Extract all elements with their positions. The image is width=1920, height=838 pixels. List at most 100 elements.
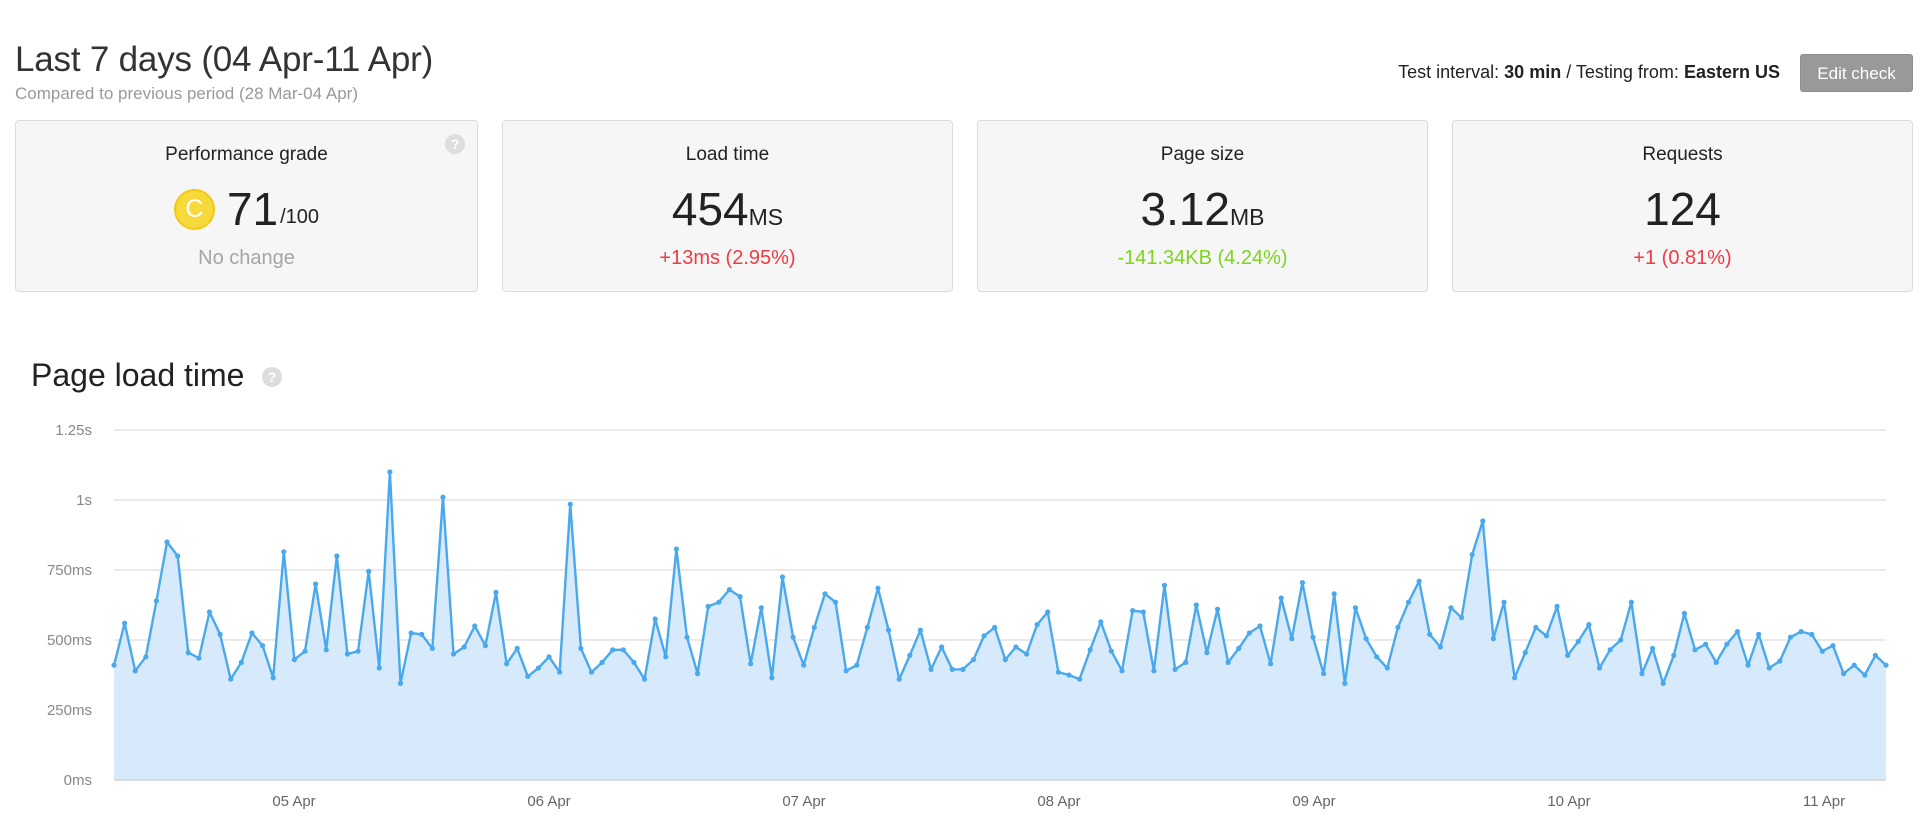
data-point bbox=[1851, 662, 1857, 668]
data-point bbox=[1862, 672, 1868, 678]
data-point bbox=[1501, 599, 1507, 605]
data-point bbox=[1119, 668, 1125, 674]
data-point bbox=[1384, 665, 1390, 671]
data-point bbox=[1087, 647, 1093, 653]
data-point bbox=[1140, 609, 1146, 615]
data-point bbox=[1076, 676, 1083, 682]
data-point bbox=[1766, 665, 1772, 671]
data-point bbox=[1034, 622, 1040, 628]
x-tick-label: 09 Apr bbox=[1292, 793, 1335, 810]
data-point bbox=[461, 644, 467, 650]
data-point bbox=[387, 469, 393, 475]
data-point bbox=[811, 624, 817, 631]
data-point bbox=[610, 647, 616, 653]
data-point bbox=[716, 599, 722, 605]
data-point bbox=[185, 650, 191, 656]
data-point bbox=[1023, 651, 1030, 657]
data-point bbox=[132, 668, 138, 674]
data-point bbox=[1777, 658, 1783, 664]
data-point bbox=[1607, 647, 1613, 653]
data-point bbox=[376, 665, 382, 671]
data-point bbox=[1628, 599, 1634, 605]
data-point bbox=[1809, 631, 1815, 638]
value-number: 454 bbox=[671, 183, 749, 235]
x-tick-label: 07 Apr bbox=[782, 793, 825, 810]
performance-grade-card: ? Performance grade C 71 /100 No change bbox=[15, 120, 478, 292]
data-point bbox=[1649, 645, 1656, 652]
data-point bbox=[164, 539, 170, 545]
data-point bbox=[1055, 669, 1061, 675]
data-point bbox=[419, 631, 425, 638]
data-point bbox=[1745, 662, 1751, 668]
card-title: Page size bbox=[1160, 144, 1245, 165]
data-point bbox=[249, 630, 255, 636]
data-point bbox=[652, 616, 658, 622]
data-point bbox=[801, 662, 807, 668]
data-point bbox=[875, 585, 881, 591]
data-point bbox=[1522, 650, 1528, 656]
data-point bbox=[1840, 671, 1847, 677]
data-point bbox=[1299, 580, 1306, 586]
data-point bbox=[1787, 634, 1794, 640]
data-point bbox=[323, 647, 329, 653]
interval-label: Test interval: bbox=[1398, 62, 1500, 82]
data-point bbox=[981, 633, 987, 639]
data-point bbox=[1151, 668, 1157, 674]
data-point bbox=[1130, 608, 1136, 614]
data-point bbox=[472, 623, 478, 629]
comparison-subtitle: Compared to previous period (28 Mar-04 A… bbox=[15, 84, 358, 103]
data-point bbox=[313, 581, 319, 587]
location-value: Eastern US bbox=[1683, 62, 1780, 82]
data-point bbox=[344, 651, 351, 657]
data-point bbox=[397, 680, 404, 687]
x-tick-label: 06 Apr bbox=[527, 793, 570, 810]
requests-delta: +1 (0.81%) bbox=[1633, 247, 1732, 269]
data-point bbox=[748, 661, 754, 667]
edit-check-button[interactable]: Edit check bbox=[1800, 54, 1913, 92]
data-point bbox=[334, 553, 340, 559]
data-point bbox=[588, 669, 595, 675]
data-point bbox=[281, 549, 287, 555]
data-point bbox=[1660, 680, 1666, 687]
data-point bbox=[504, 661, 510, 667]
data-point bbox=[822, 591, 828, 597]
data-point bbox=[143, 654, 149, 660]
value-number: 3.12 bbox=[1140, 183, 1231, 235]
data-point bbox=[259, 643, 266, 649]
chart-help-icon[interactable]: ? bbox=[262, 367, 282, 387]
data-point bbox=[557, 669, 563, 675]
data-point bbox=[1183, 659, 1189, 666]
data-point bbox=[1427, 631, 1433, 638]
data-point bbox=[238, 659, 244, 666]
data-point bbox=[1066, 672, 1072, 678]
data-point bbox=[1278, 595, 1284, 601]
data-point bbox=[960, 666, 966, 673]
data-point bbox=[705, 603, 711, 610]
page-size-card: Page size 3.12MB -141.34KB (4.24%) bbox=[977, 120, 1428, 292]
data-point bbox=[758, 605, 764, 611]
data-point bbox=[228, 676, 234, 682]
data-point bbox=[270, 675, 276, 681]
help-icon[interactable]: ? bbox=[445, 134, 465, 154]
data-point bbox=[896, 676, 902, 682]
x-tick-label: 10 Apr bbox=[1547, 793, 1590, 810]
data-point bbox=[122, 620, 128, 626]
data-point bbox=[567, 501, 573, 507]
data-point bbox=[429, 645, 435, 652]
data-point bbox=[1490, 636, 1496, 642]
data-point bbox=[1798, 629, 1804, 635]
data-point bbox=[779, 574, 786, 580]
data-point bbox=[355, 648, 361, 654]
data-point bbox=[854, 662, 860, 668]
data-point bbox=[992, 624, 998, 631]
interval-value: 30 min bbox=[1504, 62, 1562, 82]
data-point bbox=[535, 665, 542, 671]
data-point bbox=[928, 666, 934, 673]
data-point bbox=[1533, 624, 1539, 631]
data-point bbox=[1883, 662, 1889, 668]
data-point bbox=[1310, 634, 1316, 640]
data-point bbox=[907, 652, 913, 659]
data-point bbox=[769, 675, 775, 681]
x-tick-label: 11 Apr bbox=[1803, 793, 1845, 810]
